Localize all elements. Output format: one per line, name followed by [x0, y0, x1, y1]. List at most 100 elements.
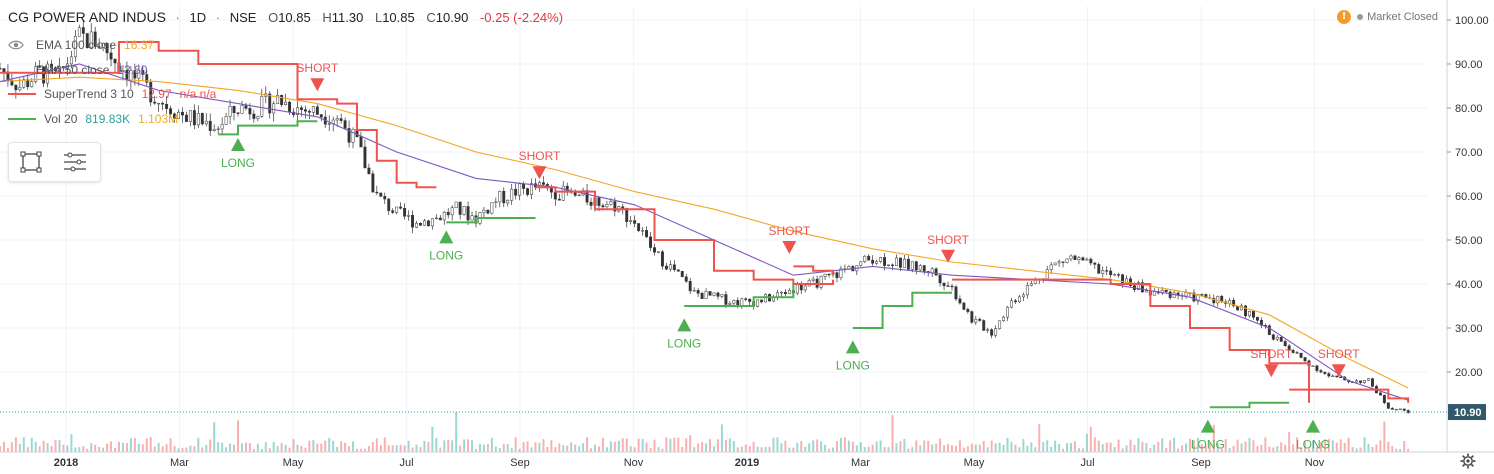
candle-body [748, 298, 752, 302]
volume-bar [792, 447, 795, 452]
rectangle-select-button[interactable] [9, 143, 53, 181]
candle-body [1255, 317, 1259, 321]
volume-bar [1395, 448, 1398, 452]
volume-bar [467, 439, 470, 452]
volume-bar [625, 438, 628, 452]
candle-body [1398, 408, 1402, 410]
volume-bar [169, 438, 172, 452]
candle-body [181, 111, 184, 116]
time-tick-label: Nov [624, 457, 644, 469]
volume-bar [986, 447, 989, 452]
candle-body [1136, 282, 1140, 290]
open-label: O [268, 10, 279, 25]
legend-name: SuperTrend 3 10 [44, 87, 134, 101]
candle-body [18, 87, 22, 91]
long-signal-label: LONG [221, 156, 255, 170]
legend-row-volume[interactable]: Vol 20 819.83K 1.103M [8, 107, 216, 132]
candle-body [898, 257, 902, 268]
candle-body [220, 124, 224, 130]
price-tick-label: 70.00 [1455, 147, 1483, 159]
candle-body [276, 95, 280, 104]
volume-bar [935, 443, 938, 452]
candle-body [77, 27, 81, 37]
volume-bar [264, 442, 267, 452]
volume-bar [22, 437, 25, 452]
symbol-name[interactable]: CG POWER AND INDUS [8, 9, 166, 25]
candle-body [0, 68, 2, 70]
header-separator: · [215, 10, 221, 25]
volume-bar [1391, 445, 1394, 452]
eye-icon[interactable] [8, 39, 24, 51]
volume-bar [1300, 447, 1303, 452]
volume-bar [915, 440, 918, 452]
candle-body [494, 201, 498, 203]
volume-bar [363, 448, 366, 452]
volume-bar [701, 442, 704, 452]
chart-header: CG POWER AND INDUS · 1D · NSE O10.85 H11… [8, 9, 563, 25]
volume-bar [1224, 439, 1227, 452]
candle-body [458, 201, 462, 215]
volume-bar [423, 440, 426, 452]
volume-bar [181, 447, 184, 452]
volume-bar [1200, 444, 1203, 452]
candle-body [688, 281, 692, 292]
volume-bar [590, 448, 593, 452]
warning-icon[interactable]: ! [1337, 10, 1352, 24]
candle-body [184, 114, 188, 122]
volume-bar [252, 448, 255, 452]
volume-bar [1018, 447, 1021, 452]
volume-bar [629, 446, 632, 452]
short-signal-label: SHORT [768, 224, 810, 238]
volume-bar [391, 445, 394, 452]
volume-bar [713, 446, 715, 452]
time-tick-label: Jul [1080, 457, 1094, 469]
candle-body [795, 284, 799, 294]
volume-bar [538, 442, 541, 452]
volume-bar [244, 442, 247, 452]
volume-bar [621, 438, 624, 452]
time-tick-label: 2018 [54, 457, 78, 469]
volume-bar [1173, 437, 1176, 452]
volume-bar [1304, 440, 1307, 452]
volume-bar [887, 447, 890, 452]
candle-body [1275, 336, 1279, 340]
volume-bar [891, 415, 894, 452]
volume-bar [419, 446, 422, 452]
candle-body [335, 118, 339, 121]
candle-body [415, 222, 418, 228]
volume-bar [42, 440, 45, 452]
candle-body [676, 269, 680, 272]
settings-button[interactable] [1458, 451, 1478, 471]
price-tick-label: 20.00 [1455, 367, 1483, 379]
volume-bar [1355, 448, 1358, 452]
legend-row-ema100[interactable]: EMA 100 close 16.37 [8, 33, 216, 58]
volume-bar [1165, 448, 1168, 452]
legend-row-supertrend[interactable]: SuperTrend 3 10 12.97 n/a n/a [8, 82, 216, 107]
candle-body [680, 271, 684, 278]
candle-body [700, 293, 704, 299]
volume-bar [601, 437, 604, 452]
volume-bar [435, 438, 438, 452]
list-menu-button[interactable] [53, 143, 97, 181]
last-price-label: 10.90 [1454, 407, 1482, 419]
candle-body [188, 110, 192, 122]
volume-bar [260, 448, 263, 452]
candle-body [970, 311, 974, 323]
candle-body [1355, 380, 1359, 383]
volume-bar [1062, 448, 1065, 452]
candle-body [1061, 261, 1065, 263]
volume-bar [1407, 448, 1410, 452]
volume-bar [1359, 447, 1362, 452]
candle-body [684, 276, 688, 282]
candle-body [553, 191, 557, 200]
candle-body [1109, 270, 1113, 276]
legend-row-ema50[interactable]: EMA 50 close 13.60 [8, 58, 216, 83]
candle-body [1200, 294, 1204, 296]
interval[interactable]: 1D [189, 10, 207, 25]
volume-bar [248, 443, 251, 452]
candle-body [887, 264, 890, 266]
candle-body [109, 52, 113, 60]
volume-bar [554, 446, 557, 452]
candle-body [1382, 394, 1386, 403]
